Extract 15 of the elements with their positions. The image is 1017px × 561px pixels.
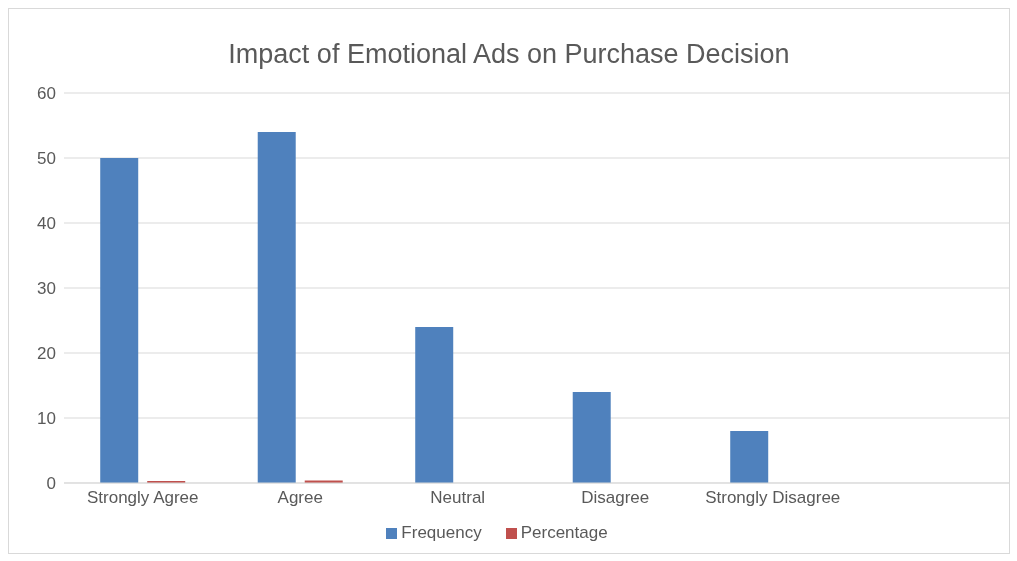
y-tick-label: 40 bbox=[37, 214, 56, 234]
x-tick-label: Disagree bbox=[581, 488, 650, 508]
y-tick-label: 60 bbox=[37, 84, 56, 104]
chart-title: Impact of Emotional Ads on Purchase Decision bbox=[227, 38, 791, 71]
y-tick-label: 0 bbox=[46, 474, 56, 494]
y-tick-label: 10 bbox=[37, 409, 56, 429]
legend-label: Percentage bbox=[520, 523, 608, 542]
legend-label: Frequency bbox=[401, 523, 482, 542]
y-tick-label: 30 bbox=[37, 279, 56, 299]
y-tick-label: 20 bbox=[37, 344, 56, 364]
y-tick-label: 50 bbox=[37, 149, 56, 169]
x-tick-label: Neutral bbox=[430, 488, 486, 508]
x-tick-label: Strongly Disagree bbox=[705, 488, 841, 508]
x-tick-label: Strongly Agree bbox=[86, 488, 199, 508]
x-tick-label: Agree bbox=[277, 488, 323, 508]
